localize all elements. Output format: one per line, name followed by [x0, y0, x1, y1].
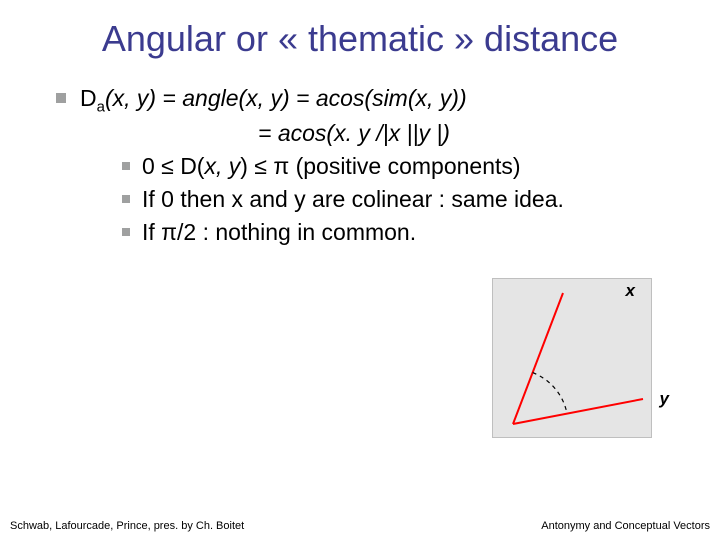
slide-title: Angular or « thematic » distance: [30, 18, 690, 59]
sub-bullet-2: If 0 then x and y are colinear : same id…: [122, 184, 690, 215]
formula-prefix: D: [80, 85, 97, 111]
bullet-main-text: Da(x, y) = angle(x, y) = acos(sim(x, y)): [80, 83, 467, 118]
formula-line2: = acos(x. y /|x ||y |): [258, 118, 690, 149]
formula-body: (x, y) = angle(x, y) = acos(sim(x, y)): [105, 85, 467, 111]
sub-bullet-3-text: If π/2 : nothing in common.: [142, 217, 416, 248]
bullet-square-icon: [122, 195, 130, 203]
sub-bullet-2-text: If 0 then x and y are colinear : same id…: [142, 184, 564, 215]
sub-bullet-1-text: 0 ≤ D(x, y) ≤ π (positive components): [142, 151, 521, 182]
vector-x-line: [513, 293, 563, 424]
footer-left: Schwab, Lafourcade, Prince, pres. by Ch.…: [10, 520, 244, 532]
angle-arc: [533, 373, 567, 414]
sub-bullet-1: 0 ≤ D(x, y) ≤ π (positive components): [122, 151, 690, 182]
label-x: x: [626, 281, 635, 301]
bullet-main: Da(x, y) = angle(x, y) = acos(sim(x, y)): [56, 83, 690, 118]
sub-bullet-3: If π/2 : nothing in common.: [122, 217, 690, 248]
formula-subscript: a: [97, 99, 105, 116]
label-y: y: [660, 389, 669, 409]
bullet-square-icon: [122, 228, 130, 236]
bullet-square-icon: [56, 93, 66, 103]
footer-right: Antonymy and Conceptual Vectors: [541, 520, 710, 532]
diagram-svg: [493, 279, 653, 439]
bullet-square-icon: [122, 162, 130, 170]
slide: Angular or « thematic » distance Da(x, y…: [0, 0, 720, 540]
vector-diagram: x y: [492, 278, 652, 438]
vector-y-line: [513, 399, 643, 424]
